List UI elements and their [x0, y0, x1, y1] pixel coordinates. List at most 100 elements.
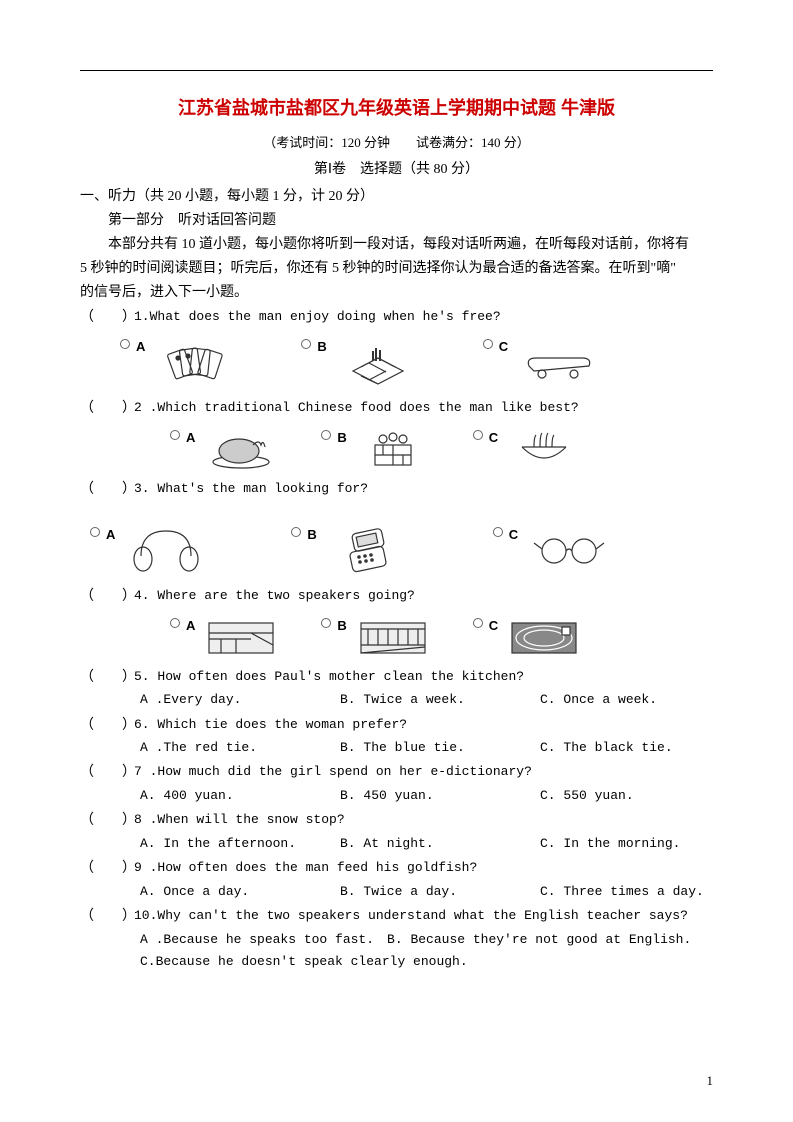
label-b: B [337, 427, 346, 449]
q2-opt-a[interactable]: A [170, 427, 281, 472]
radio-icon [321, 618, 331, 628]
q10-line2[interactable]: C.Because he doesn't speak clearly enoug… [140, 951, 713, 973]
q9c[interactable]: C. Three times a day. [540, 881, 713, 903]
q5b[interactable]: B. Twice a week. [340, 689, 540, 711]
q1-text: 1.What does the man enjoy doing when he'… [134, 306, 713, 328]
q8c[interactable]: C. In the morning. [540, 833, 713, 855]
skateboard-icon [514, 336, 604, 391]
q8b[interactable]: B. At night. [340, 833, 540, 855]
q8-opts: A. In the afternoon. B. At night. C. In … [140, 833, 713, 855]
label-a: A [106, 524, 115, 546]
section-1-head: 一、听力（共 20 小题，每小题 1 分，计 20 分） [80, 185, 713, 209]
q7c[interactable]: C. 550 yuan. [540, 785, 713, 807]
q4-text: 4. Where are the two speakers going? [134, 585, 713, 607]
blank-paren: （ ） [80, 905, 134, 929]
exam-title: 江苏省盐城市盐都区九年级英语上学期期中试题 牛津版 [80, 93, 713, 124]
q3-opt-a[interactable]: A [90, 524, 211, 579]
q4-options: A B C [170, 615, 713, 660]
label-c: C [489, 615, 498, 637]
q7-opts: A. 400 yuan. B. 450 yuan. C. 550 yuan. [140, 785, 713, 807]
blank-paren: （ ） [80, 666, 134, 690]
q3-text: 3. What's the man looking for? [134, 478, 713, 500]
blank-paren: （ ） [80, 809, 134, 833]
q10-line1[interactable]: A .Because he speaks too fast. B. Becaus… [140, 929, 713, 951]
cards-icon [151, 336, 241, 391]
intro-line-3: 的信号后，进入下一小题。 [80, 281, 713, 305]
q6-text: 6. Which tie does the woman prefer? [134, 714, 713, 736]
blank-paren: （ ） [80, 306, 134, 330]
pool-icon [201, 615, 281, 660]
label-a: A [136, 336, 145, 358]
section-1-sub: 第一部分 听对话回答问题 [80, 209, 713, 233]
label-c: C [499, 336, 508, 358]
q9-text: 9 .How often does the man feed his goldf… [134, 857, 713, 879]
q6-opts: A .The red tie. B. The blue tie. C. The … [140, 737, 713, 759]
q6b[interactable]: B. The blue tie. [340, 737, 540, 759]
question-5: （ ） 5. How often does Paul's mother clea… [80, 666, 713, 690]
q1-options: A B C [120, 336, 713, 391]
radio-icon [170, 618, 180, 628]
blank-paren: （ ） [80, 397, 134, 421]
q5-text: 5. How often does Paul's mother clean th… [134, 666, 713, 688]
intro-line-1: 本部分共有 10 道小题，每小题你将听到一段对话，每段对话听两遍，在听每段对话前… [80, 233, 713, 257]
radio-icon [473, 430, 483, 440]
q6c[interactable]: C. The black tie. [540, 737, 713, 759]
q1-opt-c[interactable]: C [483, 336, 604, 391]
headphones-icon [121, 524, 211, 579]
q2-opt-b[interactable]: B [321, 427, 432, 472]
radio-icon [473, 618, 483, 628]
q7-text: 7 .How much did the girl spend on her e-… [134, 761, 713, 783]
q9-opts: A. Once a day. B. Twice a day. C. Three … [140, 881, 713, 903]
question-9: （ ） 9 .How often does the man feed his g… [80, 857, 713, 881]
q7a[interactable]: A. 400 yuan. [140, 785, 340, 807]
tofu-icon [353, 427, 433, 472]
q4-opt-a[interactable]: A [170, 615, 281, 660]
q9b[interactable]: B. Twice a day. [340, 881, 540, 903]
blank-paren: （ ） [80, 761, 134, 785]
q1-opt-a[interactable]: A [120, 336, 241, 391]
phone-icon [323, 524, 413, 579]
track-icon [504, 615, 584, 660]
radio-icon [493, 527, 503, 537]
label-a: A [186, 427, 195, 449]
chicken-icon [201, 427, 281, 472]
question-7: （ ） 7 .How much did the girl spend on he… [80, 761, 713, 785]
q4-opt-b[interactable]: B [321, 615, 432, 660]
radio-icon [321, 430, 331, 440]
label-b: B [337, 615, 346, 637]
radio-icon [301, 339, 311, 349]
q3-opt-b[interactable]: B [291, 524, 412, 579]
intro-line-2: 5 秒钟的时间阅读题目；听完后，你还有 5 秒钟的时间选择你认为最合适的备选答案… [80, 257, 713, 281]
exam-info: （考试时间：120 分钟 试卷满分：140 分） [80, 132, 713, 154]
q1-opt-b[interactable]: B [301, 336, 422, 391]
question-10: （ ） 10.Why can't the two speakers unders… [80, 905, 713, 929]
q5a[interactable]: A .Every day. [140, 689, 340, 711]
q6a[interactable]: A .The red tie. [140, 737, 340, 759]
q2-opt-c[interactable]: C [473, 427, 584, 472]
q4-opt-c[interactable]: C [473, 615, 584, 660]
noodles-icon [504, 427, 584, 472]
question-4: （ ） 4. Where are the two speakers going? [80, 585, 713, 609]
q5c[interactable]: C. Once a week. [540, 689, 713, 711]
q5-opts: A .Every day. B. Twice a week. C. Once a… [140, 689, 713, 711]
q8-text: 8 .When will the snow stop? [134, 809, 713, 831]
q3-opt-c[interactable]: C [493, 524, 614, 579]
radio-icon [170, 430, 180, 440]
part-heading: 第Ⅰ卷 选择题（共 80 分） [80, 158, 713, 182]
label-b: B [307, 524, 316, 546]
q9a[interactable]: A. Once a day. [140, 881, 340, 903]
blank-paren: （ ） [80, 478, 134, 502]
q8a[interactable]: A. In the afternoon. [140, 833, 340, 855]
page-number: 1 [707, 1070, 714, 1092]
label-a: A [186, 615, 195, 637]
radio-icon [291, 527, 301, 537]
header-rule [80, 70, 713, 71]
q3-options: A B C [90, 524, 713, 579]
question-3: （ ） 3. What's the man looking for? [80, 478, 713, 502]
radio-icon [120, 339, 130, 349]
q7b[interactable]: B. 450 yuan. [340, 785, 540, 807]
question-2: （ ） 2 .Which traditional Chinese food do… [80, 397, 713, 421]
q2-options: A B C [170, 427, 713, 472]
station-icon [353, 615, 433, 660]
label-c: C [489, 427, 498, 449]
